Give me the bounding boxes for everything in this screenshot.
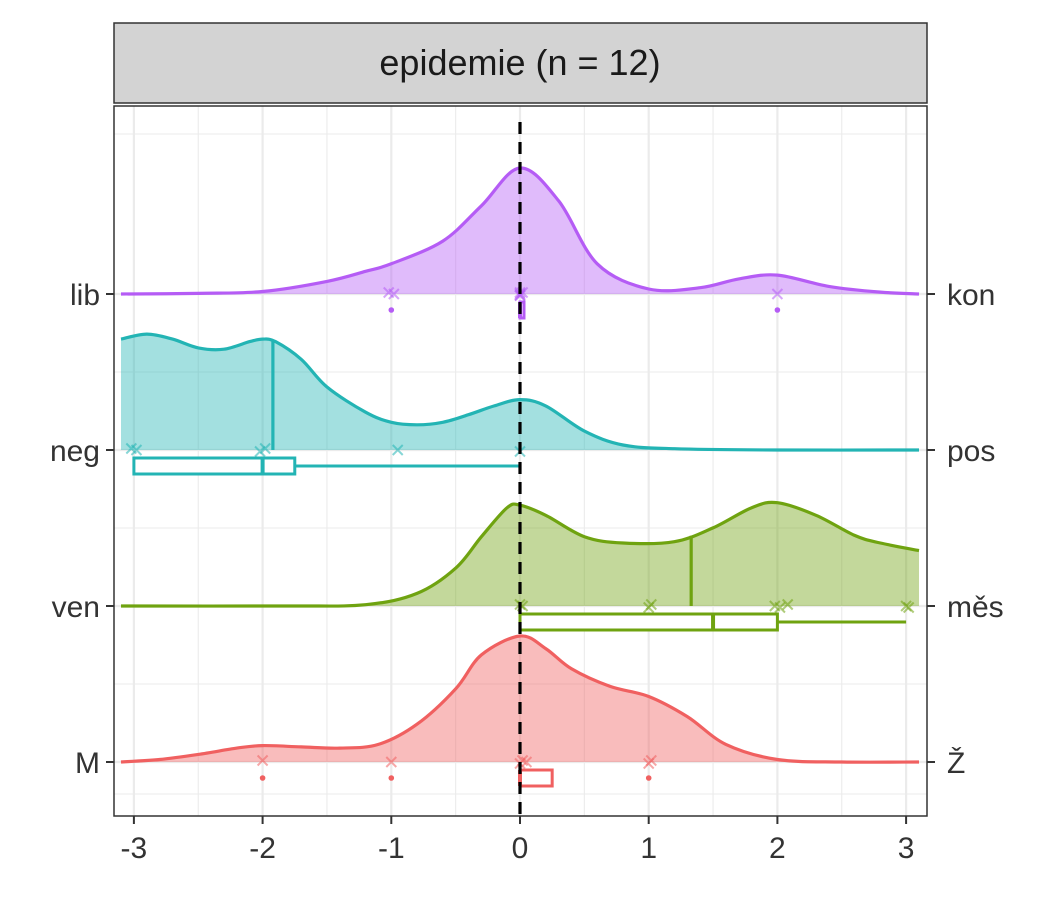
box-outlier (388, 307, 395, 313)
facet-title: epidemie (n = 12) (379, 42, 660, 83)
y-tick-label-left: ven (52, 591, 100, 624)
data-point (645, 754, 657, 767)
density-area (121, 502, 919, 607)
density-curve (120, 332, 920, 452)
y-tick-label-left: M (75, 747, 100, 780)
y-tick-label-right: kon (947, 279, 995, 312)
data-point (520, 756, 533, 768)
box-outlier (645, 775, 652, 781)
y-tick-label-right: pos (947, 435, 995, 468)
density-curve (120, 166, 920, 296)
box (132, 456, 297, 476)
data-point (254, 445, 266, 458)
density-curve (120, 634, 920, 764)
data-point (902, 601, 915, 614)
x-tick-label: 2 (769, 832, 786, 865)
x-tick-label: -1 (378, 832, 405, 865)
density-area (121, 334, 919, 451)
data-point (645, 598, 657, 611)
data-point (781, 598, 794, 611)
data-point (256, 754, 269, 767)
box-outlier (259, 775, 266, 781)
data-point (771, 288, 784, 300)
box-outlier (774, 307, 781, 313)
series-M (120, 634, 920, 788)
box (518, 612, 779, 632)
x-tick-label: -3 (121, 832, 148, 865)
x-tick-label: 3 (898, 832, 915, 865)
density-curve (120, 500, 920, 608)
x-tick-label: -2 (249, 832, 276, 865)
y-tick-label-right: měs (947, 591, 1004, 624)
series-ven (120, 500, 920, 632)
axis-layer: -3 -2 -1 0 1 2 3 lib kon neg pos ven měs M Ž (50, 279, 1004, 865)
data-point (130, 444, 143, 456)
density-area (121, 635, 919, 763)
y-tick-label-right: Ž (947, 747, 965, 780)
box (518, 768, 554, 788)
data-point (388, 288, 400, 300)
x-tick-label: 0 (512, 832, 529, 865)
data-point (392, 444, 404, 456)
data-point (259, 442, 271, 455)
x-tick-label: 1 (640, 832, 657, 865)
y-tick-label-left: lib (70, 279, 100, 312)
data-point (774, 601, 786, 614)
series-neg (120, 332, 920, 476)
facet-strip (113, 22, 928, 104)
box-outlier (388, 775, 395, 781)
y-tick-label-left: neg (50, 435, 100, 468)
data-point (385, 756, 398, 768)
